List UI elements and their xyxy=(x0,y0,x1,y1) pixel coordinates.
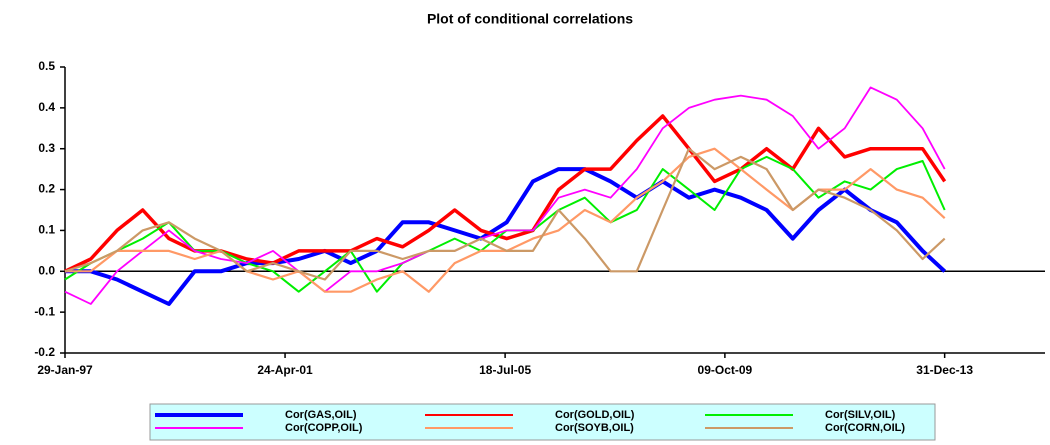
series-line xyxy=(65,167,947,306)
y-tick-label: -0.2 xyxy=(34,345,55,359)
series-line xyxy=(64,86,946,305)
legend-label: Cor(COPP,OIL) xyxy=(285,422,363,434)
x-tick-label: 31-Dec-13 xyxy=(916,363,973,377)
x-tick-label: 09-Oct-09 xyxy=(698,363,753,377)
legend-label: Cor(SOYB,OIL) xyxy=(555,422,634,434)
legend-label: Cor(SILV,OIL) xyxy=(825,409,896,421)
series-line xyxy=(64,147,946,281)
legend-box xyxy=(149,403,936,441)
x-tick-label: 18-Jul-05 xyxy=(479,363,531,377)
y-tick-label: 0.4 xyxy=(38,100,55,114)
y-tick-label: -0.1 xyxy=(34,304,55,318)
y-tick-label: 0.1 xyxy=(38,223,55,237)
y-tick-label: 0.5 xyxy=(38,59,55,73)
legend-label: Cor(GOLD,OIL) xyxy=(555,409,635,421)
y-tick-label: 0.3 xyxy=(38,141,55,155)
x-tick-label: 29-Jan-97 xyxy=(37,363,93,377)
chart-title: Plot of conditional correlations xyxy=(427,11,633,27)
y-tick-label: 0.0 xyxy=(38,263,55,277)
legend-label: Cor(GAS,OIL) xyxy=(285,409,357,421)
legend-label: Cor(CORN,OIL) xyxy=(825,422,905,434)
x-tick-label: 24-Apr-01 xyxy=(257,363,313,377)
y-tick-label: 0.2 xyxy=(38,182,55,196)
